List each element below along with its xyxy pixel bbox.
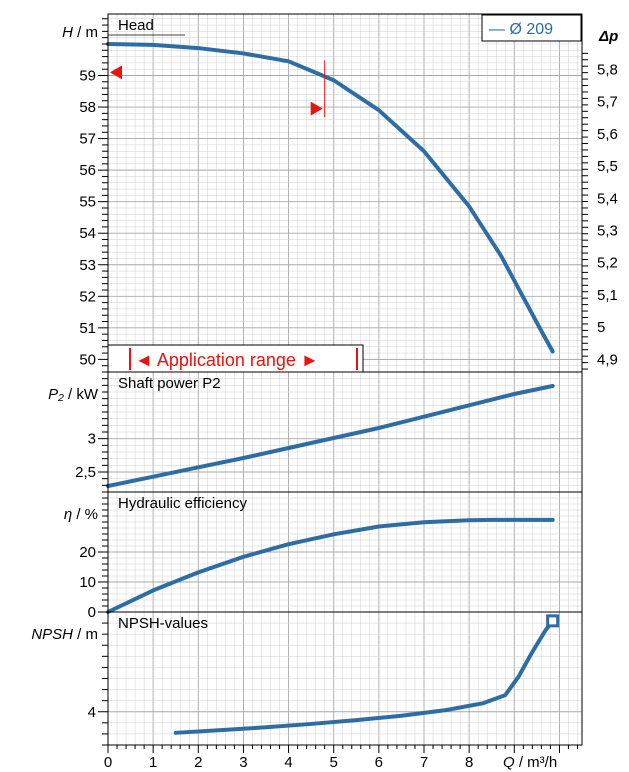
legend-box — [481, 14, 582, 42]
right-tick-label: 5,8 — [597, 61, 618, 78]
right-tick-label: 4,9 — [597, 351, 618, 368]
right-tick-label: 5 — [597, 319, 605, 336]
legend-label: — Ø 209 — [489, 21, 553, 38]
right-tick-label: 5,3 — [597, 223, 618, 240]
right-tick-label: 5,1 — [597, 287, 618, 304]
y-tick-label: 2,5 — [75, 464, 96, 481]
y-tick-label: 10 — [79, 574, 96, 591]
y-axis-label: η / % — [64, 506, 98, 523]
app-range-box — [107, 344, 364, 373]
panel-frame — [107, 611, 583, 746]
panel-title: NPSH-values — [118, 615, 208, 632]
x-tick-label: 6 — [375, 754, 383, 771]
legend: — Ø 209 — [481, 14, 582, 42]
application-range: ◄ Application range ► — [107, 344, 364, 373]
right-tick-label: 5,5 — [597, 158, 618, 175]
y-axis-var: P₂ — [48, 386, 64, 403]
x-axis-var: Q — [503, 754, 515, 771]
y-tick-label: 58 — [79, 99, 96, 116]
y-tick-label: 0 — [88, 604, 96, 621]
y-tick-label: 20 — [79, 544, 96, 561]
y-axis-unit: / m — [73, 626, 98, 643]
y-axis-label: NPSH / m — [31, 626, 98, 643]
y-axis-label: H / m — [62, 24, 98, 41]
x-tick-label: 4 — [284, 754, 292, 771]
curve-3 — [173, 618, 555, 735]
y-axis-var: NPSH — [31, 626, 73, 643]
x-tick-label: 0 — [104, 754, 112, 771]
curve-0 — [106, 41, 555, 354]
right-axis-label: Δp — [598, 28, 618, 45]
y-tick-label: 56 — [79, 162, 96, 179]
y-tick-label: 55 — [79, 194, 96, 211]
right-tick-label: 5,7 — [597, 94, 618, 111]
x-tick-label: 1 — [149, 754, 157, 771]
y-tick-label: 52 — [79, 288, 96, 305]
panel-title: Hydraulic efficiency — [118, 495, 247, 512]
x-axis-label: Q / m³/h — [503, 754, 557, 771]
right-tick-label: 5,2 — [597, 255, 618, 272]
x-tick-label: 5 — [330, 754, 338, 771]
y-tick-label: 51 — [79, 320, 96, 337]
right-operating-triangle — [310, 101, 323, 116]
y-axis-unit: / kW — [64, 386, 99, 403]
curve-2 — [106, 517, 555, 614]
x-tick-label: 2 — [194, 754, 202, 771]
y-axis-label: P₂ / kW — [48, 386, 99, 403]
curve-layer — [106, 41, 560, 735]
x-tick-label: 7 — [420, 754, 428, 771]
x-tick-label: 8 — [465, 754, 473, 771]
x-axis-unit: / m³/h — [515, 754, 558, 771]
panel-title: Head — [118, 17, 154, 34]
y-axis-unit: / m — [73, 24, 98, 41]
x-tick-label: 3 — [239, 754, 247, 771]
grid-layer — [107, 14, 582, 746]
y-tick-label: 59 — [79, 68, 96, 85]
app-range-label: ◄ Application range ► — [135, 350, 319, 370]
right-tick-label: 5,4 — [597, 190, 618, 207]
y-tick-label: 53 — [79, 257, 96, 274]
y-axis-unit: / % — [72, 506, 98, 523]
panel-frame — [107, 13, 583, 373]
right-tick-label: 5,6 — [597, 126, 618, 143]
npsh-end-marker — [546, 614, 560, 628]
y-tick-label: 54 — [79, 225, 96, 242]
y-axis-var: η — [64, 506, 72, 523]
panel-title: Shaft power P2 — [118, 375, 221, 392]
y-tick-label: 57 — [79, 131, 96, 148]
curve-1 — [106, 384, 555, 488]
y-tick-label: 3 — [88, 431, 96, 448]
left-operating-triangle — [110, 65, 122, 80]
y-tick-label: 4 — [88, 704, 96, 721]
y-axis-var: H — [62, 24, 73, 41]
y-tick-label: 50 — [79, 351, 96, 368]
text-layer: 505152535455565758594,955,15,25,35,45,55… — [31, 14, 618, 771]
